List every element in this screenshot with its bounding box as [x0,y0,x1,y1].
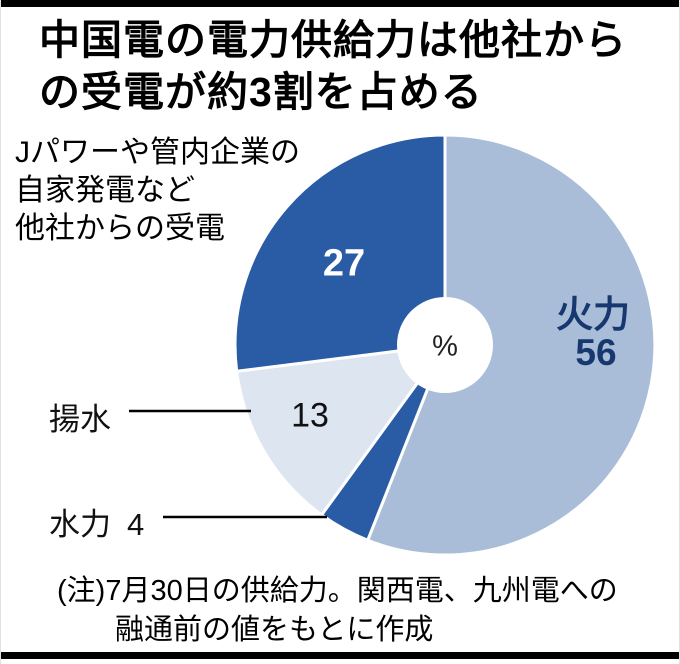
pie-center-hole [397,297,493,393]
annotation-line1: Jパワーや管内企業の [15,136,300,169]
pie-slice-thermal [365,133,657,557]
pumped-label: 揚水 [49,402,111,437]
pie-slice-purchased [233,133,447,373]
pie-slices [233,133,657,557]
hydro-label-name: 水力 [49,507,111,542]
pumped-slice-value: 13 [291,396,329,435]
pie-slice-pumped-storage [235,343,449,517]
hydro-label-value: 4 [127,507,145,542]
annotation-line2: 自家発電など [15,174,195,207]
note-line2: 融通前の値をもとに作成 [115,614,434,646]
top-rule [1,0,679,7]
purchased-slice-value: 27 [322,242,366,285]
purchased-power-annotation: Jパワーや管内企業の 自家発電など 他社からの受電 [15,134,300,248]
chart-title-line1: 中国電の電力供給力は他社から [39,17,627,63]
annotation-line3: 他社からの受電 [15,212,225,245]
thermal-slice-label: 火力 [556,294,630,335]
hydro-label: 水力 4 [49,499,144,544]
thermal-slice-value: 56 [575,332,617,373]
center-unit-label: % [432,330,458,363]
chart-title: 中国電の電力供給力は他社から の受電が約3割を占める [39,14,627,118]
bottom-rule [1,652,679,659]
note-line1: (注)7月30日の供給力。関西電、九州電への [57,575,618,607]
chart-title-line2: の受電が約3割を占める [39,69,483,115]
source-note: (注)7月30日の供給力。関西電、九州電への 融通前の値をもとに作成 [57,572,618,650]
